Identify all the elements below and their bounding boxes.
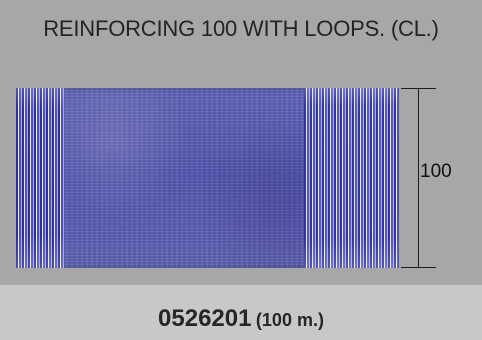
measure-bottom-line	[401, 267, 436, 268]
dimension-label: 100	[420, 161, 452, 182]
product-code: 0526201	[158, 305, 252, 332]
measure-vertical-line	[418, 88, 419, 267]
product-image-panel: 100	[0, 70, 482, 285]
product-reference: 0526201 (100 m.)	[0, 307, 482, 331]
reinforcing-tape-image	[16, 88, 399, 268]
left-loop-strip	[16, 88, 64, 268]
product-length: (100 m.)	[255, 310, 324, 330]
right-loop-strip	[304, 88, 398, 268]
title-panel: REINFORCING 100 WITH LOOPS. (CL.)	[0, 0, 482, 70]
product-title: REINFORCING 100 WITH LOOPS. (CL.)	[43, 16, 439, 41]
